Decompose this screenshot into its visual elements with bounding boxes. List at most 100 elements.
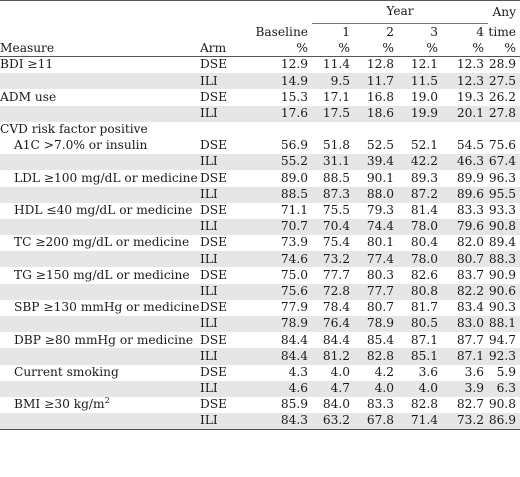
arm-cell: DSE [200,397,228,412]
year2-unit: % [354,40,398,57]
table-row: ILI 70.7 70.4 74.4 78.0 79.6 90.8 [0,218,520,236]
year1-cell: 84.0 [322,397,350,412]
year3-cell: 78.0 [398,251,442,268]
year2-cell: 80.1 [366,235,394,250]
table-row: Current smoking DSE 4.3 4.0 4.2 3.6 3.6 5.9 [0,365,520,381]
table-row: ILI 88.5 87.3 88.0 87.2 89.6 95.5 [0,186,520,203]
baseline-cell [246,122,312,138]
year1-cell: 4.7 [312,380,354,397]
table-row: ILI 75.6 72.8 77.7 80.8 82.2 90.6 [0,283,520,300]
year1-cell: 72.8 [312,283,354,300]
year4-cell: 73.2 [442,413,488,431]
year4-header: 4 [476,24,484,39]
arm-cell: ILI [200,316,246,333]
any-time-cell: 95.5 [488,186,520,203]
arm-cell: ILI [200,251,246,268]
year4-cell: 20.1 [442,105,488,122]
year4-cell: 87.7 [456,332,484,347]
any-time-cell: 88.3 [488,251,520,268]
any-time-cell: 86.9 [488,413,520,431]
year3-cell: 80.4 [410,235,438,250]
arm-cell: DSE [200,332,228,347]
any-time-cell: 92.3 [488,348,520,365]
baseline-cell: 17.6 [246,105,312,122]
table-row: HDL ≤40 mg/dL or medicine DSE 71.1 75.5 79.3… [0,203,520,219]
any-time-header-line2: time [488,24,516,39]
year3-cell: 82.6 [410,267,438,282]
year4-cell [442,122,488,138]
arm-cell: DSE [200,300,228,315]
year3-cell: 80.8 [398,283,442,300]
any-time-cell: 89.4 [488,235,516,250]
year2-cell: 83.3 [366,397,394,412]
year1-cell: 78.4 [322,300,350,315]
table-row: ILI 17.6 17.5 18.6 19.9 20.1 27.8 [0,105,520,122]
table-row: ILI 84.4 81.2 82.8 85.1 87.1 92.3 [0,348,520,365]
arm-cell: ILI [200,218,246,236]
year4-cell: 46.3 [442,154,488,171]
table-row: DBP ≥80 mmHg or medicine DSE 84.4 84.4 85.4 8… [0,332,520,348]
measure-cell: A1C >7.0% or insulin [0,138,200,154]
arm-cell: ILI [200,283,246,300]
year2-header: 2 [386,24,394,39]
measure-cell: BMI ≥30 kg/m2 [0,397,200,413]
year1-cell: 9.5 [312,73,354,90]
measure-cell: DBP ≥80 mmHg or medicine [0,332,200,348]
measure-cell: Current smoking [0,365,200,381]
any-time-cell: 93.3 [488,203,516,218]
baseline-cell: 78.9 [246,316,312,333]
any-time-cell: 96.3 [488,170,516,185]
year1-cell: 87.3 [312,186,354,203]
arm-cell: DSE [200,235,228,250]
measure-cell: ADM use [0,89,200,105]
any-time-cell: 27.8 [488,105,520,122]
measure-label: DBP ≥80 mmHg or medicine [14,332,194,347]
any-time-cell: 5.9 [496,364,516,379]
baseline-cell: 15.3 [280,89,308,104]
year3-cell: 3.6 [418,364,438,379]
measure-cell [0,218,200,236]
baseline-cell: 14.9 [246,73,312,90]
arm-cell: ILI [200,348,246,365]
year2-cell: 4.2 [374,364,394,379]
any-time-cell: 88.1 [488,316,520,333]
measure-cell [0,283,200,300]
any-time-cell: 90.8 [488,397,516,412]
table-row: ADM use DSE 15.3 17.1 16.8 19.0 19.3 26.2 [0,89,520,105]
year3-cell [398,122,442,138]
baseline-cell: 75.6 [246,283,312,300]
measure-cell: HDL ≤40 mg/dL or medicine [0,203,200,219]
table-row: ILI 84.3 63.2 67.8 71.4 73.2 86.9 [0,413,520,431]
baseline-cell: 12.9 [280,57,308,72]
year2-cell: 78.9 [354,316,398,333]
measure-cell [0,413,200,431]
year3-cell: 81.4 [410,203,438,218]
arm-cell: DSE [200,57,228,72]
table-row: ILI 78.9 76.4 78.9 80.5 83.0 88.1 [0,316,520,333]
baseline-cell: 4.3 [288,364,308,379]
arm-header: Arm [200,40,246,57]
year1-cell: 4.0 [330,364,350,379]
baseline-header: Baseline [255,24,308,39]
year3-cell: 78.0 [398,218,442,236]
any-time-cell: 27.5 [488,73,520,90]
year4-cell: 79.6 [442,218,488,236]
year2-cell: 88.0 [354,186,398,203]
year2-cell: 80.7 [366,300,394,315]
year2-cell: 12.8 [366,57,394,72]
any-time-cell: 90.6 [488,283,520,300]
year2-cell: 67.8 [354,413,398,431]
year2-cell: 80.3 [366,267,394,282]
year4-cell: 87.1 [442,348,488,365]
arm-cell: ILI [200,380,246,397]
year1-cell: 51.8 [322,138,350,153]
year4-cell: 82.0 [456,235,484,250]
baseline-cell: 73.9 [280,235,308,250]
measure-cell [0,154,200,171]
year1-cell: 70.4 [312,218,354,236]
year1-cell: 81.2 [312,348,354,365]
year3-cell: 71.4 [398,413,442,431]
year4-cell: 83.7 [456,267,484,282]
arm-cell: ILI [200,413,246,431]
baseline-cell: 89.0 [280,170,308,185]
